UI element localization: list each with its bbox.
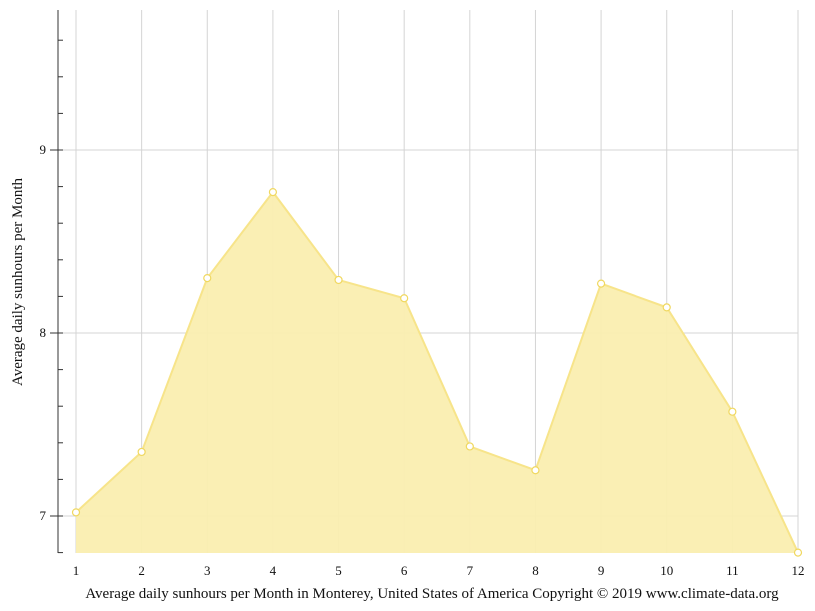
data-point xyxy=(596,279,606,288)
x-axis-caption: Average daily sunhours per Month in Mont… xyxy=(85,586,779,602)
y-tick-label: 7 xyxy=(40,508,47,523)
data-point xyxy=(662,303,671,312)
x-tick-label: 12 xyxy=(792,563,805,578)
data-point xyxy=(334,275,343,285)
x-tick-labels: 1 2 3 4 5 6 7 8 9 10 11 12 xyxy=(73,563,805,578)
x-tick-label: 5 xyxy=(335,563,342,578)
x-tick-label: 10 xyxy=(660,563,673,578)
data-point xyxy=(728,407,737,416)
x-tick-label: 8 xyxy=(532,563,539,578)
x-tick-label: 7 xyxy=(467,563,474,578)
data-point xyxy=(400,294,409,303)
y-tick-labels: 7 8 9 xyxy=(40,142,47,523)
y-tick-label: 8 xyxy=(40,325,47,340)
x-tick-label: 6 xyxy=(401,563,408,578)
data-point xyxy=(71,508,81,517)
x-tick-label: 1 xyxy=(73,563,80,578)
series-line xyxy=(75,190,799,554)
data-point xyxy=(793,548,803,557)
data-point xyxy=(268,187,278,197)
y-tick-label: 9 xyxy=(40,142,47,157)
data-point xyxy=(465,442,474,451)
y-axis-title: Average daily sunhours per Month xyxy=(10,178,26,387)
data-point xyxy=(531,466,540,475)
x-tick-label: 9 xyxy=(598,563,605,578)
data-point xyxy=(137,447,146,457)
x-tick-label: 2 xyxy=(138,563,145,578)
x-tick-label: 4 xyxy=(270,563,277,578)
axes xyxy=(50,10,63,554)
data-point xyxy=(203,274,212,283)
data-points xyxy=(71,187,803,557)
x-tick-label: 11 xyxy=(726,563,739,578)
x-tick-label: 3 xyxy=(204,563,211,578)
